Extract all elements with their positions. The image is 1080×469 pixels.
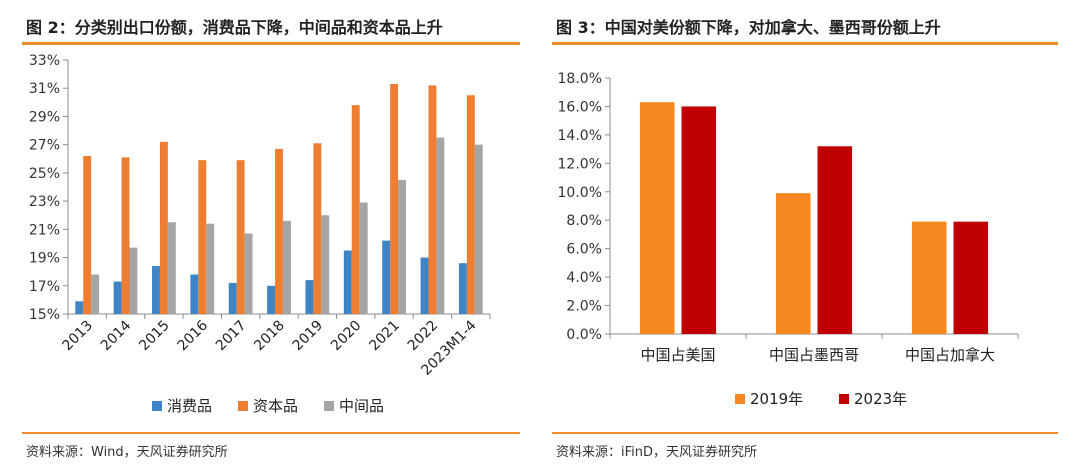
x-tick-label: 2020 xyxy=(328,318,365,355)
bar xyxy=(466,95,475,315)
y-tick-label: 16.0% xyxy=(558,99,602,115)
y-tick-label: 0.0% xyxy=(566,327,602,343)
bar xyxy=(420,257,429,314)
bar xyxy=(267,285,276,314)
bar xyxy=(152,266,160,314)
bar xyxy=(206,223,215,314)
legend-label: 中间品 xyxy=(339,397,384,415)
source-note: 资料来源：Wind，天风证券研究所 xyxy=(26,445,228,460)
x-tick-label: 2017 xyxy=(213,318,250,355)
x-tick-label: 中国占美国 xyxy=(640,346,715,364)
legend-label: 资本品 xyxy=(253,397,298,415)
legend-label: 2023年 xyxy=(854,390,907,408)
y-tick-label: 15% xyxy=(29,307,60,323)
bar xyxy=(343,250,352,314)
bar xyxy=(75,301,84,314)
bar xyxy=(817,146,853,334)
y-tick-label: 8.0% xyxy=(566,213,602,229)
x-tick-label: 2014 xyxy=(98,317,135,354)
legend-swatch xyxy=(324,401,334,411)
y-tick-label: 19% xyxy=(29,251,60,267)
x-tick-label: 2021 xyxy=(366,318,403,355)
y-tick-label: 18.0% xyxy=(558,71,602,87)
y-tick-label: 25% xyxy=(29,166,60,182)
bar xyxy=(129,247,138,314)
x-tick-label: 2015 xyxy=(136,318,173,355)
bar xyxy=(911,221,947,334)
bar xyxy=(351,105,360,315)
chart-title: 图 3：中国对美份额下降，对加拿大、墨西哥份额上升 xyxy=(556,18,941,37)
bar xyxy=(190,274,199,314)
y-tick-label: 23% xyxy=(29,194,60,210)
bar xyxy=(305,280,314,314)
bar xyxy=(474,144,483,314)
bar xyxy=(390,83,399,314)
legend-swatch xyxy=(839,394,849,404)
x-tick-label: 2013 xyxy=(59,318,96,355)
y-tick-label: 4.0% xyxy=(566,270,602,286)
bar xyxy=(313,143,322,314)
bar xyxy=(681,106,717,334)
bar xyxy=(83,155,92,314)
y-tick-label: 14.0% xyxy=(558,128,602,144)
bar xyxy=(275,148,283,314)
source-note: 资料来源：iFinD，天风证券研究所 xyxy=(556,445,758,460)
bar xyxy=(159,141,168,314)
right-bar-chart: 0.0% 2.0% 4.0% 6.0% 8.0% 10.0% 12.0% 14.0% 16.0%… xyxy=(558,71,1019,408)
left-chart-panel: 图 2：分类别出口份额，消费品下降，中间品和资本品上升 15% 17% 19% 21%… xyxy=(22,0,520,469)
bar xyxy=(167,222,176,314)
bar xyxy=(228,282,237,314)
title-divider xyxy=(22,42,520,45)
y-tick-label: 31% xyxy=(29,81,60,97)
bar xyxy=(113,281,122,314)
y-tick-label: 21% xyxy=(29,222,60,238)
y-tick-label: 27% xyxy=(29,138,60,154)
chart-title: 图 2：分类别出口份额，消费品下降，中间品和资本品上升 xyxy=(26,18,443,37)
legend-swatch xyxy=(735,394,745,404)
bar xyxy=(359,202,368,314)
x-tick-label: 2018 xyxy=(251,318,288,355)
y-tick-label: 10.0% xyxy=(558,185,602,201)
bar xyxy=(953,221,989,334)
y-tick-label: 12.0% xyxy=(558,156,602,172)
bar xyxy=(91,274,100,314)
bar xyxy=(321,215,330,314)
y-tick-label: 6.0% xyxy=(566,242,602,258)
x-tick-label: 2016 xyxy=(175,317,212,354)
bar xyxy=(121,157,130,314)
bar xyxy=(398,179,406,314)
legend-swatch xyxy=(238,401,248,411)
title-divider xyxy=(552,42,1058,45)
y-tick-label: 2.0% xyxy=(566,299,602,315)
bar xyxy=(458,263,467,314)
bar xyxy=(282,220,291,314)
x-tick-label: 中国占墨西哥 xyxy=(769,346,859,364)
bar xyxy=(775,193,811,334)
left-bar-chart: 15%17%19%21%23%25%27%29%31%33%2013 2014 20… xyxy=(29,53,491,415)
bar xyxy=(382,240,391,314)
bar xyxy=(639,102,675,334)
legend-label: 消费品 xyxy=(167,397,212,415)
x-tick-label: 2022 xyxy=(405,318,442,355)
legend-label: 2019年 xyxy=(750,390,803,408)
legend-swatch xyxy=(152,401,162,411)
x-tick-label: 2019 xyxy=(290,318,327,355)
x-tick-label: 中国占加拿大 xyxy=(905,346,995,364)
bar xyxy=(236,160,245,314)
bar xyxy=(428,85,437,315)
source-divider xyxy=(22,432,520,434)
y-tick-label: 29% xyxy=(29,109,60,125)
bar xyxy=(244,233,253,314)
source-divider xyxy=(552,432,1058,434)
bar xyxy=(198,160,207,314)
bar xyxy=(436,137,445,314)
right-chart-panel: 图 3：中国对美份额下降，对加拿大、墨西哥份额上升 0.0% 2.0% 4.0% 6.… xyxy=(552,0,1058,469)
y-tick-label: 33% xyxy=(29,53,60,69)
y-tick-label: 17% xyxy=(29,279,60,295)
